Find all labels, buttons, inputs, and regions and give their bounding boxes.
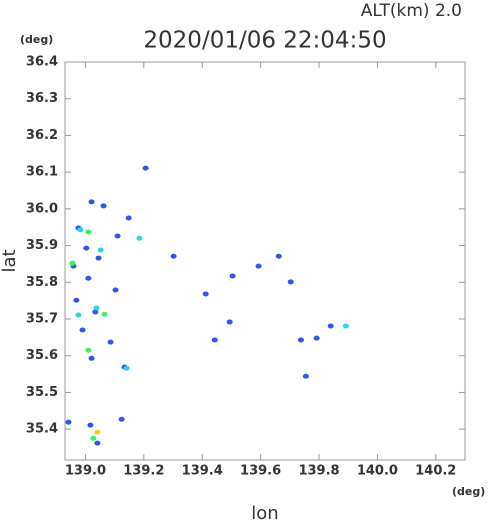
- radar-echo: [313, 335, 320, 341]
- x-tick-label: 139.0: [65, 464, 106, 479]
- radar-echo: [125, 215, 132, 221]
- y-tick-label: 36.2: [26, 128, 58, 143]
- radar-echo: [255, 263, 262, 269]
- radar-echo: [229, 273, 236, 279]
- radar-echo: [95, 255, 102, 261]
- radar-echo: [88, 199, 95, 205]
- radar-echo: [73, 297, 80, 303]
- radar-echo: [287, 279, 294, 285]
- radar-echo: [100, 203, 107, 209]
- y-tick-label: 35.8: [26, 275, 58, 290]
- chart-title: 2020/01/06 22:04:50: [143, 28, 386, 54]
- radar-echo: [123, 365, 130, 371]
- radar-echo: [342, 323, 349, 329]
- x-unit: (deg): [452, 485, 485, 498]
- y-tick-label: 36.3: [26, 91, 58, 106]
- y-axis-label: lat: [0, 249, 20, 272]
- x-tick-label: 139.2: [123, 464, 164, 479]
- radar-echo: [136, 235, 143, 241]
- x-tick-label: 139.8: [298, 464, 339, 479]
- radar-echo: [94, 440, 101, 446]
- x-tick-label: 140.0: [357, 464, 398, 479]
- radar-echo: [85, 229, 92, 235]
- radar-echo: [93, 305, 100, 311]
- radar-echo: [107, 339, 114, 345]
- radar-echo: [297, 337, 304, 343]
- y-tick-label: 36.0: [26, 201, 58, 216]
- radar-echo: [79, 327, 86, 333]
- y-unit: (deg): [20, 33, 53, 46]
- radar-echo: [118, 416, 125, 422]
- radar-echo: [83, 245, 90, 251]
- radar-echo: [85, 275, 92, 281]
- radar-echo: [101, 311, 108, 317]
- radar-echo: [88, 355, 95, 361]
- radar-echo: [92, 309, 99, 315]
- radar-echo: [202, 291, 209, 297]
- radar-echo: [97, 247, 104, 253]
- y-tick-label: 36.1: [26, 165, 58, 180]
- radar-echo: [87, 422, 94, 428]
- radar-echo: [85, 347, 92, 353]
- radar-echo: [226, 319, 233, 325]
- y-tick-label: 35.6: [26, 348, 58, 363]
- radar-echo: [77, 227, 84, 233]
- x-tick-label: 139.6: [240, 464, 281, 479]
- radar-echo: [75, 312, 82, 318]
- radar-echo: [170, 253, 177, 259]
- radar-echo: [69, 260, 76, 266]
- y-tick-label: 35.4: [26, 422, 58, 437]
- y-tick-label: 35.5: [26, 385, 58, 400]
- x-tick-label: 139.4: [182, 464, 223, 479]
- radar-echo: [211, 337, 218, 343]
- y-tick-label: 35.9: [26, 238, 58, 253]
- radar-echo: [112, 287, 119, 293]
- chart-subtitle: ALT(km) 2.0: [361, 1, 462, 21]
- radar-echo: [94, 429, 101, 435]
- radar-echo: [114, 233, 121, 239]
- radar-echo: [142, 165, 149, 171]
- plot-frame: [64, 61, 466, 461]
- y-tick-label: 35.7: [26, 312, 58, 327]
- radar-echo: [327, 323, 334, 329]
- x-axis-label: lon: [251, 503, 278, 521]
- x-tick-label: 140.2: [415, 464, 456, 479]
- radar-echo: [90, 435, 97, 441]
- radar-echo: [302, 373, 309, 379]
- y-tick-label: 36.4: [26, 55, 58, 70]
- radar-echo: [65, 419, 72, 425]
- radar-echo: [275, 253, 282, 259]
